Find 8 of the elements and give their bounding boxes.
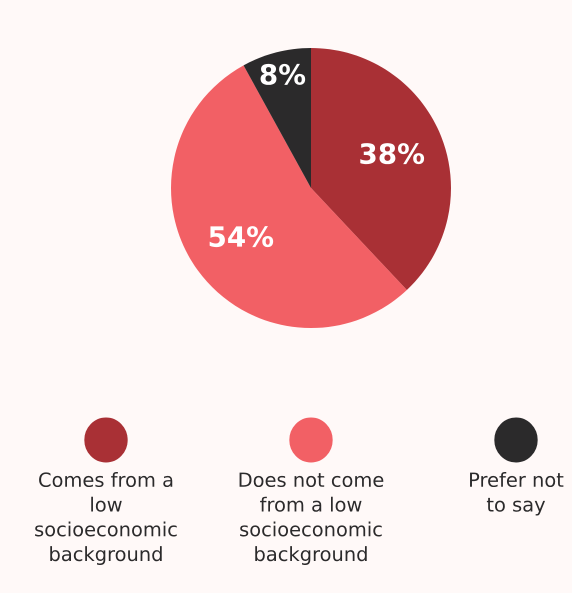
pie-slice (311, 48, 451, 290)
pie-slice (244, 48, 311, 188)
data-label: 38% (360, 143, 424, 164)
legend-label: Comes from a low socioeconomic background (35, 472, 177, 566)
data-label: 8% (260, 64, 306, 85)
data-label: 54% (210, 226, 274, 248)
legend-label: Prefer not to say (470, 472, 564, 516)
legend-label: Does not come from a low socioeconomic background (240, 472, 384, 566)
